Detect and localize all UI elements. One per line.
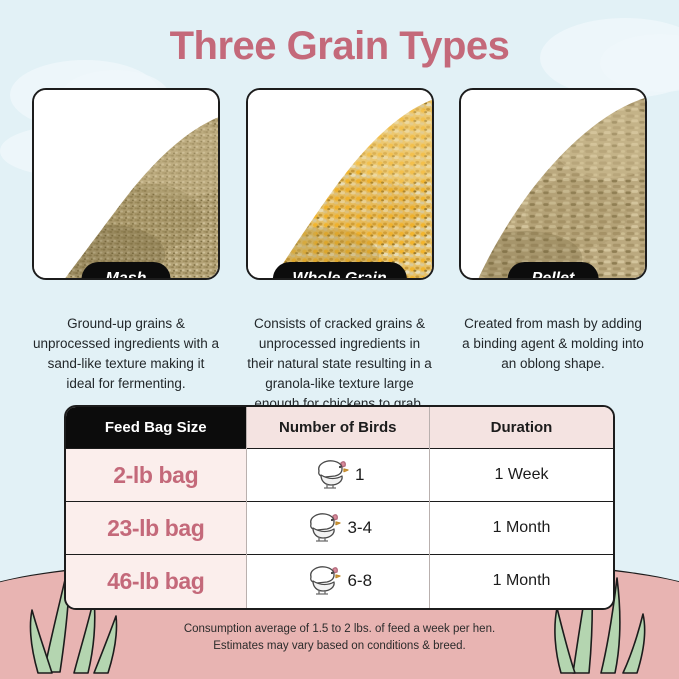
cell-feed-bag-size: 2-lb bag — [66, 448, 246, 502]
bird-count-value: 6-8 — [347, 571, 373, 591]
cell-feed-bag-size: 23-lb bag — [66, 501, 246, 555]
chicken-icon — [303, 563, 342, 600]
footnote-line-1: Consumption average of 1.5 to 2 lbs. of … — [183, 623, 496, 635]
bird-count-value: 3-4 — [347, 518, 373, 537]
cell-duration: 1 Week — [429, 448, 613, 502]
cell-number-of-birds: 6-8 — [245, 554, 430, 608]
table-header-row: Feed Bag Size Number of Birds Duration — [66, 407, 613, 449]
grain-card-image-mash: Mash — [32, 88, 220, 280]
header-number-of-birds: Number of Birds — [245, 407, 430, 449]
grain-card-pellet: Pellet Created from mash by adding a bin… — [459, 88, 647, 414]
cell-number-of-birds: 1 — [245, 448, 430, 502]
grain-label-pellet: Pellet — [507, 262, 599, 278]
table-row: 46-lb bag — [66, 554, 613, 608]
feed-bag-table: Feed Bag Size Number of Birds Duration 2… — [64, 405, 615, 610]
grain-card-whole-grain: Whole Grain Consists of cracked grains &… — [245, 88, 434, 414]
grain-card-mash: Mash Ground-up grains & unprocessed ingr… — [32, 88, 220, 414]
whole-grain-photo — [247, 90, 432, 278]
cell-duration: 1 Month — [429, 554, 613, 608]
mash-grain-photo — [34, 90, 218, 278]
pellet-photo — [461, 90, 645, 278]
chicken-icon — [311, 457, 349, 494]
header-duration: Duration — [429, 407, 613, 449]
table-row: 23-lb bag — [66, 501, 613, 555]
header-feed-bag-size: Feed Bag Size — [66, 407, 246, 449]
footnote-line-2: Estimates may vary based on conditions &… — [213, 639, 466, 652]
chicken-icon — [303, 510, 342, 547]
cell-duration: 1 Month — [429, 501, 613, 555]
table-row: 2-lb bag — [66, 448, 613, 502]
grain-card-row: Mash Ground-up grains & unprocessed ingr… — [32, 88, 647, 414]
page-title: Three Grain Types — [169, 24, 510, 68]
cell-feed-bag-size: 46-lb bag — [66, 554, 246, 608]
footnote: Consumption average of 1.5 to 2 lbs. of … — [0, 621, 679, 654]
bird-count-value: 1 — [355, 465, 365, 484]
grain-label-mash: Mash — [81, 262, 171, 278]
grain-caption-whole-grain: Consists of cracked grains & unprocessed… — [247, 316, 432, 411]
grain-caption-pellet: Created from mash by adding a binding ag… — [462, 316, 644, 371]
grain-card-image-whole-grain: Whole Grain — [245, 88, 434, 280]
cell-number-of-birds: 3-4 — [245, 501, 430, 555]
grain-caption-mash: Ground-up grains & unprocessed ingredien… — [32, 316, 220, 391]
grain-label-whole-grain: Whole Grain — [272, 262, 407, 278]
grain-card-image-pellet: Pellet — [459, 88, 647, 280]
